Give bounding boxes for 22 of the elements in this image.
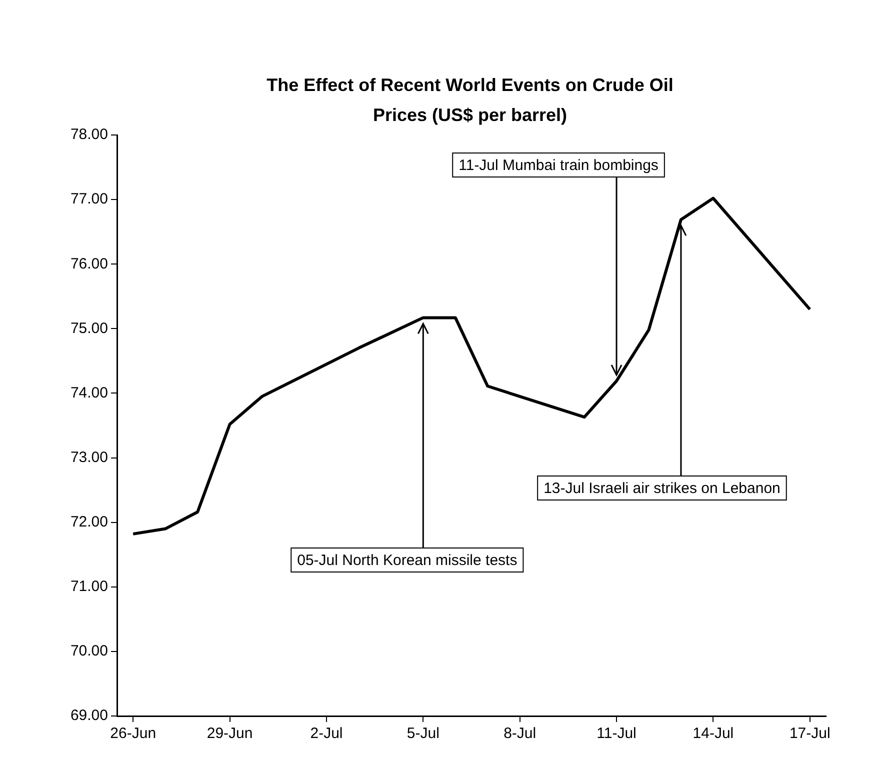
y-tick-label: 73.00	[70, 448, 108, 466]
annotation: 13-Jul Israeli air strikes on Lebanon	[544, 480, 780, 498]
x-tick-label: 2-Jul	[310, 725, 343, 742]
y-tick-label: 74.00	[70, 384, 108, 402]
x-tick-label: 11-Jul	[596, 725, 636, 742]
x-tick-label: 5-Jul	[406, 725, 440, 742]
x-tick-label: 26-Jun	[110, 725, 156, 742]
y-tick-label: 72.00	[70, 513, 108, 530]
x-tick-label: 29-Jun	[206, 725, 253, 742]
x-tick-label: 8-Jul	[504, 725, 536, 742]
y-tick-label: 69.00	[70, 707, 108, 724]
y-tick-label: 75.00	[70, 320, 108, 337]
y-tick-label: 70.00	[70, 642, 108, 660]
annotation: 05-Jul North Korean missile tests	[297, 552, 518, 570]
chart-title: The Effect of Recent World Events on Crude Oil Prices (US$ per barrel)	[266, 74, 674, 127]
x-tick-label: 17-Jul	[789, 725, 830, 742]
y-tick-label: 78.00	[70, 126, 108, 144]
y-tick-label: 77.00	[70, 190, 108, 208]
annotation: 11-Jul Mumbai train bombings	[458, 157, 658, 174]
y-tick-label: 76.00	[70, 255, 108, 272]
y-tick-label: 71.00	[70, 578, 108, 596]
x-tick-label: 14-Jul	[692, 725, 734, 742]
